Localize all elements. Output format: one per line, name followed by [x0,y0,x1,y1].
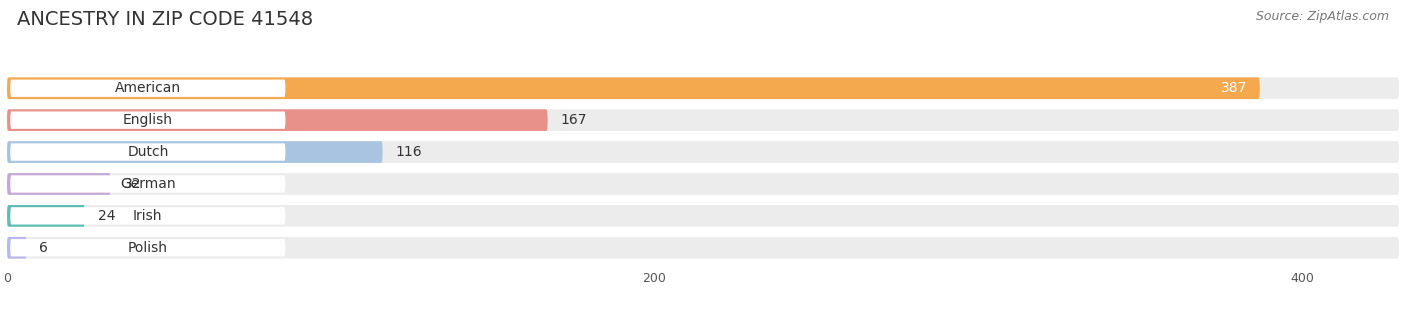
Text: 167: 167 [561,113,588,127]
FancyBboxPatch shape [7,141,382,163]
Text: English: English [122,113,173,127]
Text: American: American [115,81,181,95]
FancyBboxPatch shape [10,207,285,224]
FancyBboxPatch shape [7,77,1399,99]
Text: 24: 24 [97,209,115,223]
FancyBboxPatch shape [10,80,285,97]
FancyBboxPatch shape [7,237,27,259]
Text: Irish: Irish [134,209,163,223]
FancyBboxPatch shape [10,143,285,161]
Text: German: German [120,177,176,191]
FancyBboxPatch shape [7,205,1399,227]
FancyBboxPatch shape [7,77,1260,99]
FancyBboxPatch shape [7,237,1399,259]
FancyBboxPatch shape [7,109,1399,131]
FancyBboxPatch shape [10,239,285,256]
Text: 116: 116 [395,145,422,159]
FancyBboxPatch shape [7,141,1399,163]
Text: 32: 32 [124,177,141,191]
FancyBboxPatch shape [10,175,285,193]
FancyBboxPatch shape [7,205,84,227]
Text: Polish: Polish [128,241,167,255]
FancyBboxPatch shape [7,173,111,195]
Text: 387: 387 [1220,81,1247,95]
Text: Dutch: Dutch [127,145,169,159]
FancyBboxPatch shape [7,109,547,131]
FancyBboxPatch shape [7,173,1399,195]
Text: ANCESTRY IN ZIP CODE 41548: ANCESTRY IN ZIP CODE 41548 [17,10,314,29]
Text: 6: 6 [39,241,48,255]
FancyBboxPatch shape [10,112,285,129]
Text: Source: ZipAtlas.com: Source: ZipAtlas.com [1256,10,1389,23]
